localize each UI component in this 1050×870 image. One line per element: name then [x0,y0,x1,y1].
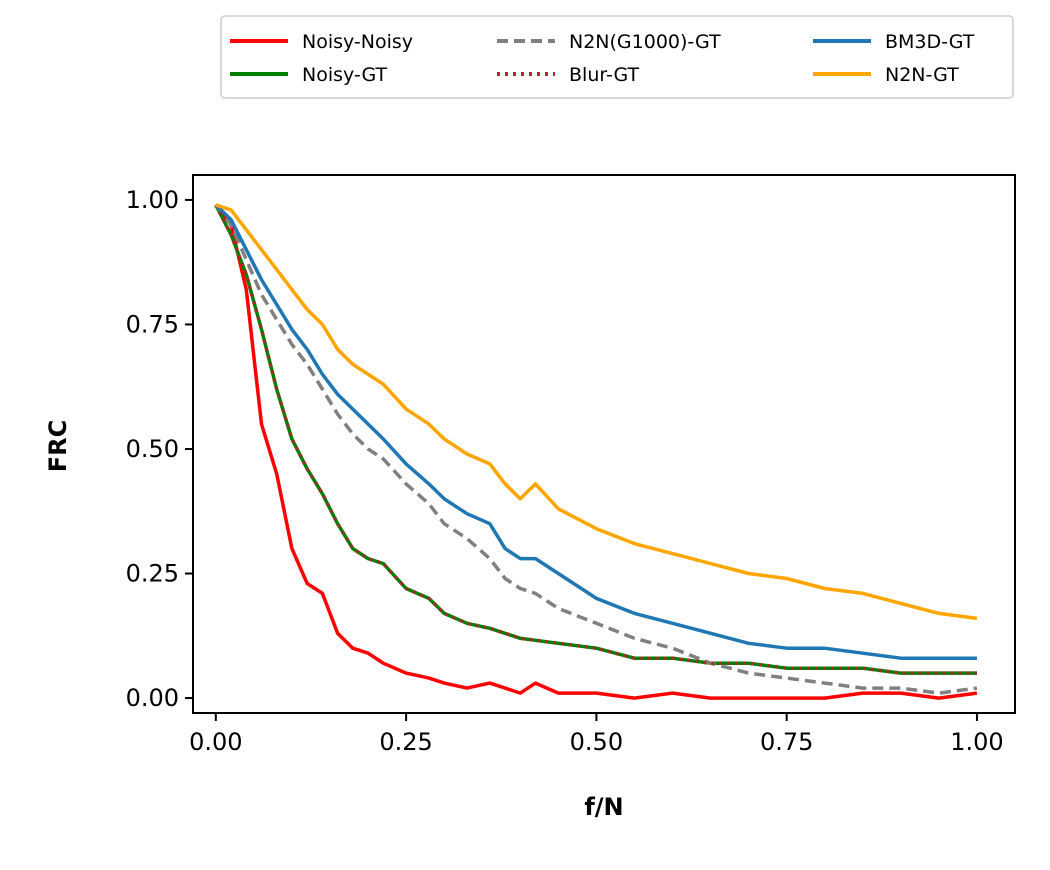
legend-label: BM3D-GT [885,31,975,53]
x-axis-title: f/N [584,793,623,821]
y-axis-title: FRC [44,420,72,473]
legend-label: Noisy-GT [302,64,388,86]
y-tick-label: 1.00 [126,186,179,214]
y-axis-ticks: 0.00 0.25 0.50 0.75 1.00 [126,186,193,712]
y-tick-label: 0.00 [126,684,179,712]
legend-label: Noisy-Noisy [302,31,413,53]
plot-area: 0.00 0.25 0.50 0.75 1.00 0.00 0.25 0.50 0.75 1.0… [126,174,1016,756]
legend-label: Blur-GT [569,64,640,86]
y-tick-label: 0.25 [126,560,179,588]
legend: Noisy-Noisy Noisy-GT N2N(G1000)-GT Blur-GT B… [220,15,1014,99]
y-tick-label: 0.50 [126,435,179,463]
series-line-n2n-gt [215,203,978,621]
x-tick-label: 0.50 [570,728,623,756]
legend-label: N2N-GT [885,64,959,86]
x-tick-label: 0.75 [760,728,813,756]
x-tick-label: 1.00 [950,728,1003,756]
series-line-noisy-noisy [214,203,978,700]
x-tick-label: 0.25 [379,728,432,756]
series-line-bm3d-gt [214,203,977,660]
x-axis-ticks: 0.00 0.25 0.50 0.75 1.00 [189,713,1004,756]
legend-label: N2N(G1000)-GT [569,31,721,53]
series-layer [214,203,978,700]
x-tick-label: 0.00 [189,728,242,756]
plot-frame [192,174,1016,714]
y-tick-label: 0.75 [126,310,179,338]
series-line-n2n-g1000-gt [214,203,978,695]
series-line-blur-gt [214,204,977,675]
legend-frame [220,15,1014,99]
